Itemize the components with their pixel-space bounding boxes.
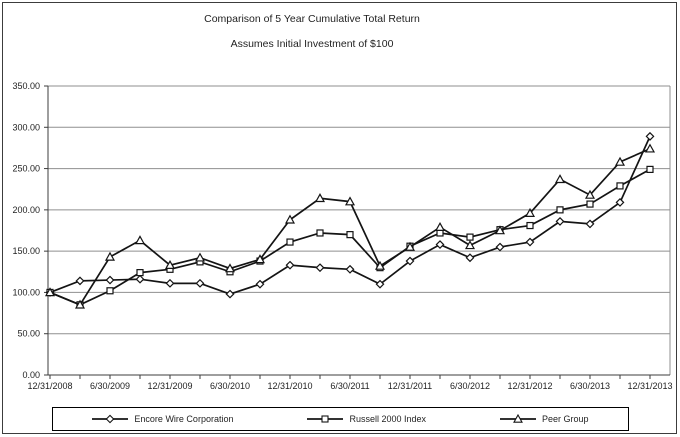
diamond-marker-icon [495, 242, 505, 252]
triangle-marker-icon [44, 287, 56, 297]
diamond-marker-icon [135, 274, 145, 284]
diamond-marker-icon [405, 256, 415, 266]
y-tick-label: 50.00 [17, 329, 40, 339]
triangle-marker-icon [74, 299, 86, 309]
diamond-marker-icon [165, 278, 175, 288]
diamond-marker-icon [375, 279, 385, 289]
triangle-marker-icon [554, 174, 566, 184]
x-tick-label: 6/30/2012 [450, 381, 490, 391]
diamond-marker-icon [225, 289, 235, 299]
y-tick-label: 0.00 [22, 370, 40, 380]
diamond-marker-icon [105, 275, 115, 285]
legend-label: Peer Group [542, 414, 589, 424]
line-chart: 0.00 50.00 100.00 150.00 200.00 250.00 300.00 3… [12, 81, 673, 391]
diamond-marker-icon [106, 414, 115, 424]
x-tick-label: 12/31/2009 [147, 381, 192, 391]
triangle-marker-icon [164, 259, 176, 269]
square-marker-icon [526, 221, 534, 230]
square-marker-icon [586, 200, 594, 208]
triangle-marker-icon [513, 414, 523, 423]
diamond-marker-icon [345, 264, 355, 274]
x-tick-label: 6/30/2009 [90, 381, 130, 391]
legend-item-encore-wire: Encore Wire Corporation [92, 414, 233, 424]
triangle-marker-icon [500, 414, 537, 423]
legend-item-peer-group: Peer Group [500, 414, 589, 424]
series-russell-2000-index [46, 165, 654, 309]
legend-item-russell-2000: Russell 2000 Index [307, 414, 426, 424]
y-tick-label: 150.00 [12, 246, 40, 256]
x-tick-label: 12/31/2011 [388, 381, 432, 391]
x-tick-label: 12/31/2010 [267, 381, 312, 391]
diamond-marker-icon [315, 263, 325, 273]
triangle-marker-icon [224, 263, 236, 273]
triangle-marker-icon [194, 252, 206, 262]
diamond-marker-icon [255, 279, 265, 289]
triangle-marker-icon [584, 189, 596, 199]
triangle-marker-icon [344, 196, 356, 206]
x-tick-label: 12/31/2013 [627, 381, 672, 391]
square-marker-icon [106, 287, 114, 295]
x-tick-label: 12/31/2012 [507, 381, 552, 391]
square-marker-icon [321, 415, 330, 423]
series-peer-group [44, 143, 656, 309]
square-marker-icon [616, 182, 624, 190]
triangle-marker-icon [254, 254, 266, 264]
triangle-marker-icon [464, 240, 476, 250]
diamond-marker-icon [525, 237, 535, 247]
square-marker-icon [136, 269, 144, 277]
triangle-marker-icon [134, 235, 146, 245]
triangle-marker-icon [284, 214, 296, 224]
diamond-marker-icon [585, 219, 595, 229]
y-tick-label: 250.00 [12, 164, 40, 174]
y-tick-label: 200.00 [12, 205, 40, 215]
legend: Encore Wire Corporation Russell 2000 Ind… [52, 407, 629, 431]
y-tick-label: 300.00 [12, 122, 40, 132]
triangle-marker-icon [494, 225, 506, 235]
legend-label: Encore Wire Corporation [134, 414, 234, 424]
square-marker-icon [346, 231, 354, 239]
diamond-marker-icon [435, 240, 445, 249]
triangle-marker-icon [314, 193, 326, 203]
x-axis-labels: 12/31/2008 6/30/2009 12/31/2009 6/30/2010 12… [27, 375, 673, 391]
legend-label: Russell 2000 Index [349, 414, 427, 424]
diamond-marker-icon [615, 197, 625, 207]
diamond-marker-icon [645, 131, 655, 141]
square-marker-icon [316, 229, 324, 237]
triangle-marker-icon [614, 156, 626, 166]
square-marker-icon [646, 165, 654, 173]
y-tick-label: 100.00 [12, 287, 40, 297]
triangle-marker-icon [434, 221, 446, 231]
square-marker-icon [286, 238, 294, 246]
triangle-marker-icon [644, 143, 656, 153]
square-marker-icon [307, 415, 344, 423]
triangle-marker-icon [524, 207, 536, 217]
diamond-marker-icon [195, 278, 205, 288]
square-marker-icon [466, 233, 474, 241]
x-tick-label: 6/30/2013 [570, 381, 610, 391]
diamond-marker-icon [555, 216, 565, 226]
square-marker-icon [556, 206, 564, 214]
x-tick-label: 6/30/2011 [330, 381, 369, 391]
chart-subtitle: Assumes Initial Investment of $100 [230, 38, 394, 50]
triangle-marker-icon [404, 241, 416, 251]
diamond-marker-icon [285, 260, 295, 270]
triangle-marker-icon [104, 251, 116, 261]
diamond-marker-icon [92, 414, 129, 424]
x-tick-label: 6/30/2010 [210, 381, 250, 391]
gridlines [48, 85, 670, 335]
chart-title: Comparison of 5 Year Cumulative Total Re… [204, 13, 420, 25]
y-axis-labels: 0.00 50.00 100.00 150.00 200.00 250.00 300.00 3… [12, 81, 48, 380]
y-tick-label: 350.00 [12, 81, 40, 91]
diamond-marker-icon [465, 253, 475, 263]
diamond-marker-icon [75, 276, 85, 286]
triangle-marker-icon [374, 260, 386, 270]
x-tick-label: 12/31/2008 [27, 381, 72, 391]
